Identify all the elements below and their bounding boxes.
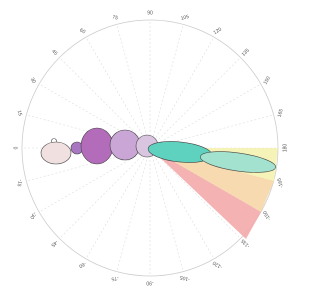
angle-label: 60 <box>78 27 86 35</box>
angle-label: 165 <box>277 108 285 118</box>
angle-label: 30 <box>29 77 37 85</box>
angle-label: -45 <box>49 239 59 249</box>
spoke <box>150 24 183 148</box>
angle-label: 150 <box>263 75 272 85</box>
angle-label: 180 <box>282 144 288 153</box>
angle-label: -90 <box>146 280 153 286</box>
angle-label: -120 <box>212 259 224 269</box>
head <box>41 142 71 164</box>
spoke <box>117 148 150 272</box>
angle-label: 135 <box>241 48 251 58</box>
angle-label: 120 <box>213 27 223 36</box>
angle-label: 90 <box>147 10 153 16</box>
body-2 <box>110 130 140 160</box>
angle-label: -105 <box>179 274 190 282</box>
angle-label: -150 <box>262 209 272 221</box>
spoke <box>150 84 261 148</box>
spoke <box>117 24 150 148</box>
angle-label: -75 <box>110 274 119 282</box>
polar-diagram: 0 15 30 45 60 75 90 105 120 135 150 165 180 -165 -150 -… <box>0 0 294 293</box>
angle-label: 45 <box>50 49 58 57</box>
body-1 <box>81 128 113 164</box>
angle-label: -60 <box>78 260 87 269</box>
angle-label: 0 <box>12 147 18 150</box>
spoke <box>86 148 150 259</box>
angle-label: -30 <box>28 211 37 220</box>
angle-label: 15 <box>16 110 23 117</box>
angle-label: -165 <box>276 177 284 188</box>
spoke <box>150 37 214 148</box>
spoke <box>150 57 241 148</box>
angle-label: -15 <box>15 179 23 188</box>
angle-label: 105 <box>180 14 190 22</box>
fin-1 <box>147 139 213 166</box>
angle-label: 75 <box>112 14 119 21</box>
angle-label: -135 <box>240 237 251 248</box>
